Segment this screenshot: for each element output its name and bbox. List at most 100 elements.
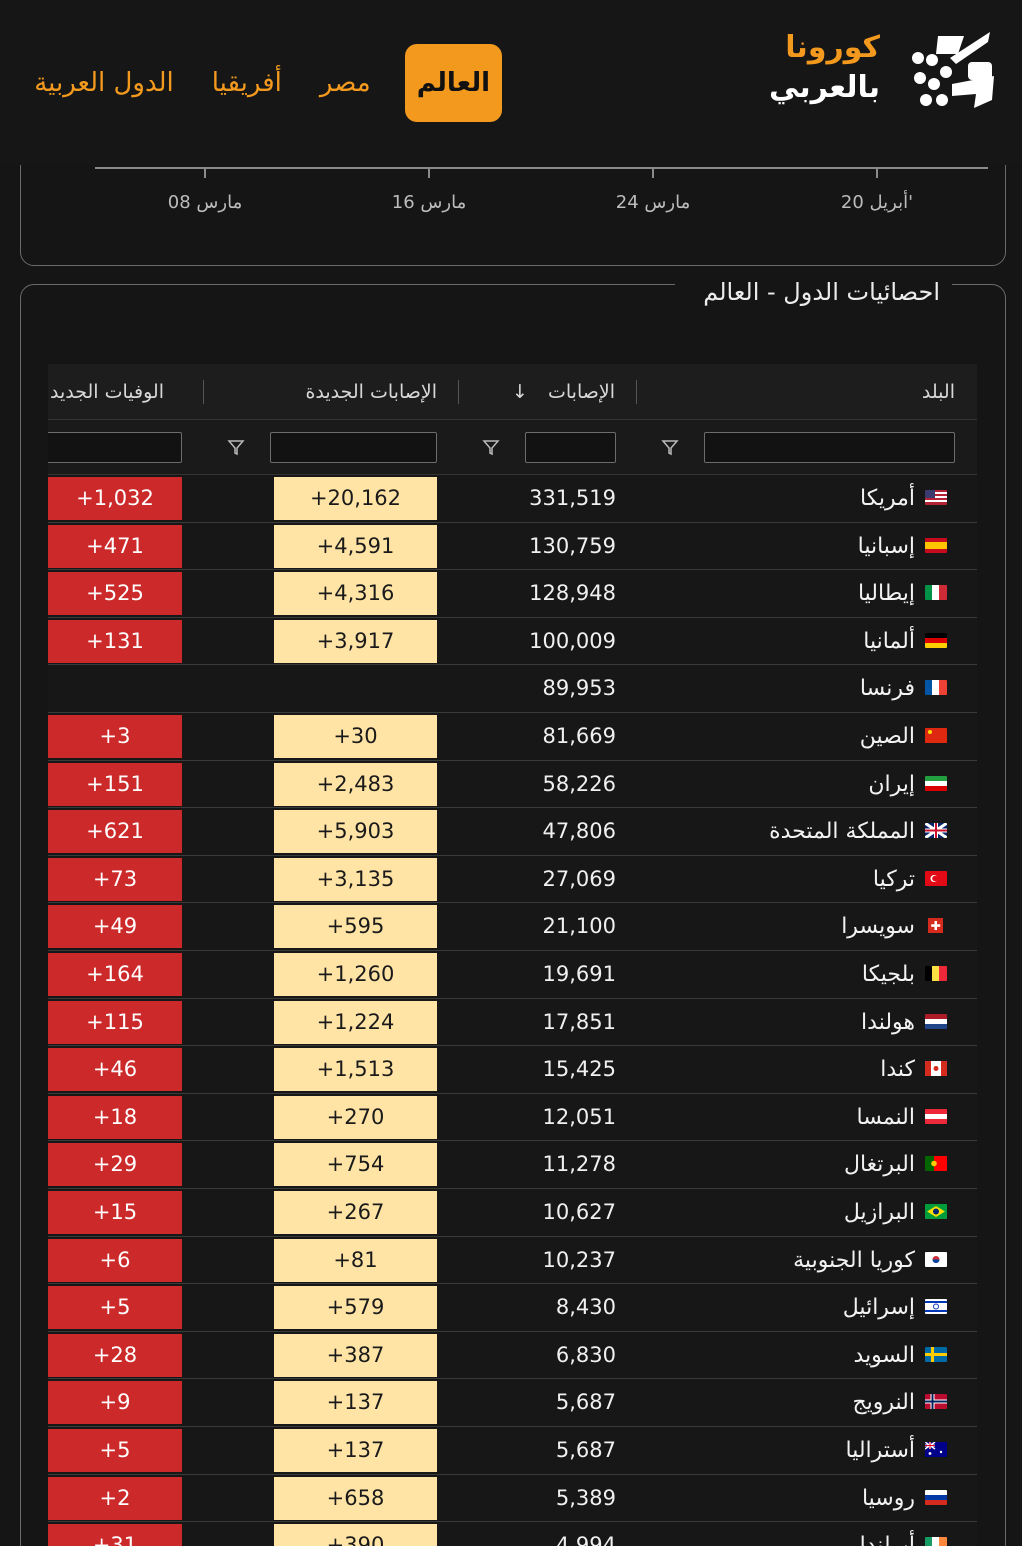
br-flag-icon <box>925 1204 947 1219</box>
table-row[interactable]: النمسا 12,051 +270 +18 <box>48 1093 977 1142</box>
pt-flag-icon <box>925 1156 947 1172</box>
new-deaths-filter-input[interactable] <box>48 432 182 463</box>
new-cases-badge: +3,135 <box>274 857 437 901</box>
new-deaths-badge: +3 <box>48 715 182 758</box>
nav-tab-world[interactable]: العالم <box>404 44 502 122</box>
total-cases: 5,687 <box>555 1390 616 1415</box>
total-cases: 81,669 <box>542 724 616 748</box>
table-row[interactable]: سويسرا 21,100 +595 +49 <box>48 903 977 951</box>
table-row[interactable]: إيران 58,226 +2,483 +151 <box>48 760 977 809</box>
new-deaths-badge: +151 <box>48 762 182 806</box>
column-divider <box>203 380 204 404</box>
ru-flag-icon <box>925 1489 947 1505</box>
table-row[interactable]: روسيا 5,389 +658 +2 <box>48 1474 977 1523</box>
new-cases-badge: +3,917 <box>274 619 437 663</box>
table-row[interactable]: البرازيل 10,627 +267 +15 <box>48 1189 977 1237</box>
table-row[interactable]: الصين 81,669 +30 +3 <box>48 713 977 761</box>
se-flag-icon <box>925 1346 947 1362</box>
new-deaths-badge: +525 <box>48 572 182 616</box>
new-cases-badge: +754 <box>274 1143 437 1187</box>
country-name: السويد <box>853 1342 915 1368</box>
column-header-new-deaths[interactable]: الوفيات الجديد <box>50 381 164 403</box>
table-row[interactable]: أمريكا 331,519 +20,162 +1,032 <box>48 475 977 523</box>
column-header-new-cases[interactable]: الإصابات الجديدة <box>305 381 437 403</box>
chart-x-tick <box>204 168 206 178</box>
total-cases: 89,953 <box>542 676 616 701</box>
table-row[interactable]: كوريا الجنوبية 10,237 +81 +6 <box>48 1236 977 1285</box>
country-filter-input[interactable] <box>704 432 955 463</box>
new-cases-badge: +81 <box>274 1238 437 1282</box>
new-cases-badge: +2,483 <box>274 762 437 806</box>
new-deaths-badge: +471 <box>48 524 182 568</box>
column-header-country[interactable]: البلد <box>921 381 955 403</box>
table-row[interactable]: أستراليا 5,687 +137 +5 <box>48 1427 977 1475</box>
table-row[interactable]: السويد 6,830 +387 +28 <box>48 1331 977 1380</box>
total-cases: 12,051 <box>542 1104 616 1129</box>
total-cases: 19,691 <box>542 962 616 986</box>
sort-descending-icon[interactable]: ↓ <box>512 381 528 403</box>
nav-tab-arab-countries[interactable]: الدول العربية <box>34 68 174 98</box>
new-cases-badge: +390 <box>274 1524 437 1546</box>
table-row[interactable]: هولندا 17,851 +1,224 +115 <box>48 998 977 1047</box>
new-cases-badge: +137 <box>274 1429 437 1472</box>
cases-filter-input[interactable] <box>525 432 616 463</box>
total-cases: 128,948 <box>529 581 616 606</box>
new-cases-filter-input[interactable] <box>270 432 437 463</box>
brand-logo[interactable]: كورونا بالعربي <box>769 28 998 118</box>
filter-icon[interactable] <box>226 437 246 457</box>
table-row[interactable]: كندا 15,425 +1,513 +46 <box>48 1046 977 1094</box>
country-name: كندا <box>880 1057 915 1083</box>
filter-icon[interactable] <box>481 437 501 457</box>
table-row[interactable]: إسرائيل 8,430 +579 +5 <box>48 1284 977 1332</box>
new-deaths-badge: +6 <box>48 1238 182 1282</box>
app-header: كورونا بالعربي العالم مصر أفريقيا الدول … <box>0 0 1022 165</box>
nav-tab-africa[interactable]: أفريقيا <box>211 68 282 98</box>
country-name: إسرائيل <box>842 1295 915 1321</box>
ca-flag-icon <box>925 1061 947 1077</box>
ch-flag-icon <box>928 918 943 934</box>
new-cases-badge: +1,260 <box>274 953 437 996</box>
chart-x-tick-label: مارس 16 <box>391 192 467 213</box>
total-cases: 8,430 <box>555 1295 616 1320</box>
de-flag-icon <box>925 632 947 648</box>
new-cases-badge: +270 <box>274 1095 437 1139</box>
it-flag-icon <box>925 585 947 601</box>
table-row[interactable]: تركيا 27,069 +3,135 +73 <box>48 855 977 904</box>
table-row[interactable]: البرتغال 11,278 +754 +29 <box>48 1141 977 1189</box>
chart-x-tick-label: أبريل 20' <box>840 192 914 213</box>
total-cases: 10,627 <box>542 1200 616 1224</box>
country-name: بلجيكا <box>861 962 915 987</box>
nav-tab-egypt[interactable]: مصر <box>319 68 371 98</box>
gb-flag-icon <box>925 823 947 839</box>
stats-title: احصائيات الدول - العالم <box>675 278 952 306</box>
column-header-cases[interactable]: الإصابات <box>547 381 615 403</box>
table-row[interactable]: بلجيكا 19,691 +1,260 +164 <box>48 951 977 999</box>
table-row[interactable]: إسبانيا 130,759 +4,591 +471 <box>48 522 977 571</box>
filter-icon[interactable] <box>660 437 680 457</box>
new-deaths-badge: +31 <box>48 1524 182 1546</box>
chart-x-axis <box>95 167 988 169</box>
table-row[interactable]: أيرلندا 4,994 +390 +31 <box>48 1522 977 1546</box>
table-row[interactable]: المملكة المتحدة 47,806 +5,903 +621 <box>48 808 977 856</box>
total-cases: 17,851 <box>542 1009 616 1034</box>
table-row[interactable]: ألمانيا 100,009 +3,917 +131 <box>48 617 977 666</box>
country-name: المملكة المتحدة <box>769 819 915 845</box>
brand-logo-icon <box>912 32 994 108</box>
table-header: البلد الإصابات ↓ الإصابات الجديدة الوفيا… <box>48 364 977 420</box>
be-flag-icon <box>925 966 947 981</box>
country-name: النرويج <box>852 1390 915 1416</box>
new-deaths-badge: +15 <box>48 1191 182 1234</box>
country-stats-table: البلد الإصابات ↓ الإصابات الجديدة الوفيا… <box>48 364 977 1546</box>
chart-x-tick <box>428 168 430 178</box>
table-row[interactable]: فرنسا 89,953 <box>48 665 977 713</box>
table-row[interactable]: النرويج 5,687 +137 +9 <box>48 1379 977 1427</box>
country-name: هولندا <box>861 1009 915 1035</box>
country-name: البرازيل <box>843 1200 915 1225</box>
us-flag-icon <box>925 490 947 505</box>
region-nav: العالم مصر أفريقيا الدول العربية <box>34 44 502 122</box>
new-cases-badge: +1,224 <box>274 1000 437 1044</box>
new-deaths-badge: +28 <box>48 1333 182 1377</box>
table-row[interactable]: إيطاليا 128,948 +4,316 +525 <box>48 570 977 618</box>
ie-flag-icon <box>925 1537 947 1546</box>
new-cases-badge: +20,162 <box>274 477 437 520</box>
